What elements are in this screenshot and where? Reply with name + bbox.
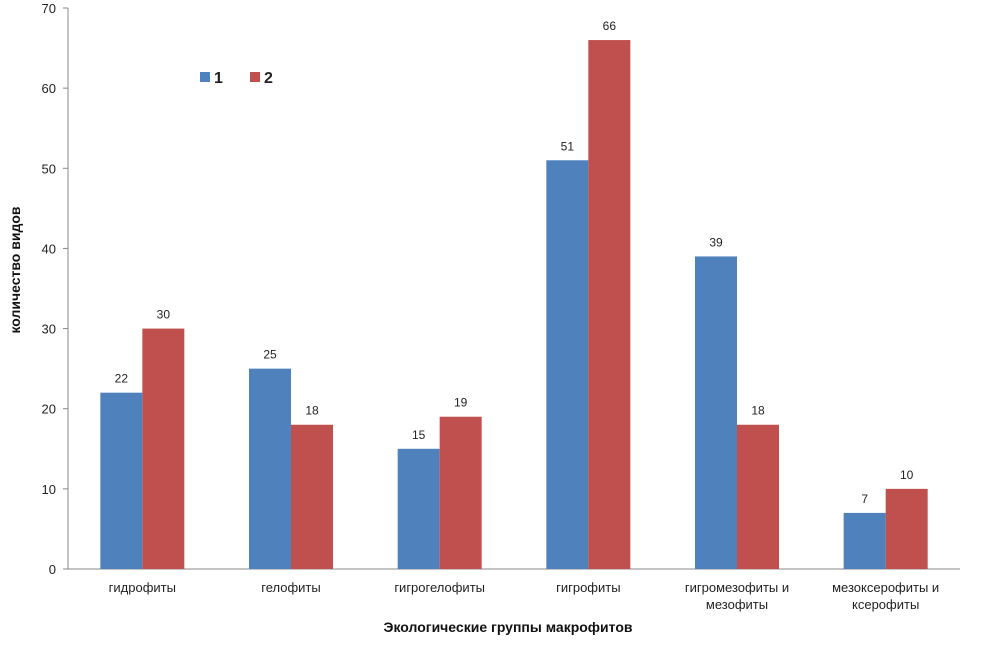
y-tick-label: 50 — [42, 161, 56, 176]
y-tick-label: 20 — [42, 402, 56, 417]
x-category-label: гидрофиты — [109, 580, 176, 595]
x-axis-title: Экологические группы макрофитов — [384, 619, 633, 635]
data-label: 22 — [115, 372, 129, 386]
x-axis: гидрофиты гелофиты гигрогелофиты гигрофиты г… — [68, 568, 960, 612]
bar-series-1 — [249, 368, 291, 569]
bar-series-2 — [142, 328, 185, 569]
y-axis: 0 10 20 30 40 50 60 70 — [42, 1, 69, 577]
bar-series-2 — [439, 416, 482, 569]
y-tick-label: 40 — [42, 241, 56, 256]
y-tick-label: 10 — [42, 482, 56, 497]
data-label: 18 — [751, 404, 765, 418]
data-label: 39 — [709, 235, 723, 249]
data-label: 7 — [861, 492, 868, 506]
data-label: 10 — [900, 468, 914, 482]
y-tick-label: 70 — [42, 1, 56, 16]
x-category-label: гигрофиты — [556, 580, 620, 595]
data-label: 18 — [305, 404, 319, 418]
data-label: 51 — [561, 139, 575, 153]
bar-series-1 — [546, 160, 589, 569]
legend-label: 2 — [264, 70, 273, 87]
x-category-label: гигрогелофиты — [394, 580, 485, 595]
data-label: 25 — [263, 348, 277, 362]
x-category-label: гигромезофиты и мезофиты — [685, 580, 789, 612]
legend-swatch — [200, 72, 210, 82]
x-category-label: гелофиты — [261, 580, 320, 595]
bar-series-1 — [100, 392, 143, 569]
data-label: 15 — [412, 428, 426, 442]
y-tick-label: 60 — [42, 81, 56, 96]
y-tick-label: 0 — [49, 562, 56, 577]
bar-series-1 — [397, 448, 440, 569]
y-tick-label: 30 — [42, 322, 56, 337]
x-category-label: мезоксерофиты и ксерофиты — [832, 580, 939, 612]
bar-series-2 — [588, 40, 631, 570]
data-labels: 22 30 25 18 15 19 51 66 39 18 7 10 — [115, 19, 914, 506]
bar-series-1 — [695, 256, 737, 569]
bars — [100, 40, 928, 570]
legend-label: 1 — [214, 70, 223, 87]
bar-series-1 — [843, 512, 886, 569]
bar-series-2 — [737, 424, 779, 569]
bar-series-2 — [291, 424, 333, 569]
data-label: 30 — [157, 308, 171, 322]
y-axis-title: количество видов — [7, 206, 23, 333]
data-label: 19 — [454, 396, 468, 410]
data-label: 66 — [603, 19, 617, 33]
bar-series-2 — [885, 488, 928, 569]
legend-swatch — [250, 72, 260, 82]
